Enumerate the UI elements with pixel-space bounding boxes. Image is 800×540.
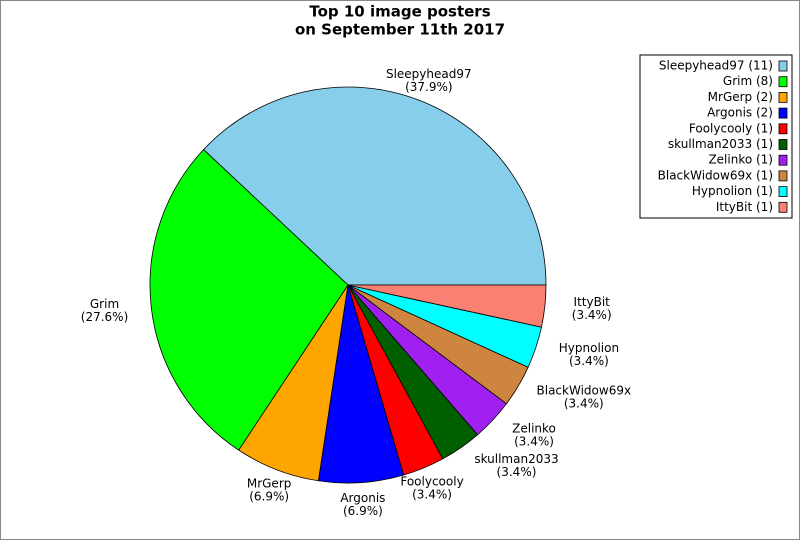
legend-label: IttyBit (1) (716, 200, 773, 214)
legend-label: Foolycooly (1) (689, 121, 773, 135)
slice-label: Zelinko (512, 421, 556, 435)
slice-label: MrGerp (247, 477, 292, 491)
slice-label: Argonis (340, 491, 385, 505)
legend-swatch (778, 201, 788, 213)
slice-label: IttyBit (574, 295, 611, 309)
slice-value-label: (3.4%) (564, 397, 604, 411)
slice-value-label: (6.9%) (249, 490, 289, 504)
legend-swatch (778, 60, 788, 72)
legend-swatch (778, 170, 788, 182)
legend-swatch (778, 107, 788, 119)
pie-slice (149, 149, 349, 451)
slice-label: Hypnolion (559, 341, 619, 355)
slice-label: Grim (90, 297, 119, 311)
legend-label: skullman2033 (1) (668, 137, 773, 151)
legend-label: Argonis (2) (707, 106, 773, 120)
legend-label: MrGerp (2) (708, 90, 773, 104)
slice-value-label: (3.4%) (497, 465, 537, 479)
legend-swatch (778, 76, 788, 88)
slice-value-label: (6.9%) (343, 504, 383, 518)
slice-label: Foolycooly (400, 475, 463, 489)
slice-value-label: (3.4%) (412, 488, 452, 502)
pie-slice (347, 284, 547, 328)
slice-label: Sleepyhead97 (386, 67, 472, 81)
legend-box (639, 54, 793, 219)
slice-value-label: (3.4%) (569, 354, 609, 368)
slice-value-label: (27.6%) (81, 310, 128, 324)
legend-swatch (778, 154, 788, 166)
slice-value-label: (3.4%) (572, 308, 612, 322)
pie-slice (202, 86, 547, 286)
slice-value-label: (3.4%) (514, 434, 554, 448)
legend-label: Sleepyhead97 (11) (659, 59, 773, 73)
slice-value-label: (37.9%) (405, 80, 452, 94)
legend-label: Grim (8) (723, 74, 773, 88)
slice-label: skullman2033 (474, 452, 558, 466)
chart-title: Top 10 image posters (309, 3, 490, 21)
legend-swatch (778, 186, 788, 198)
legend-label: Hypnolion (1) (692, 184, 773, 198)
legend-label: BlackWidow69x (1) (658, 168, 773, 182)
legend-swatch (778, 123, 788, 135)
legend-swatch (778, 92, 788, 103)
chart-subtitle: on September 11th 2017 (295, 21, 505, 39)
legend-swatch (778, 139, 788, 150)
slice-label: BlackWidow69x (537, 384, 632, 398)
legend-label: Zelinko (1) (708, 153, 773, 167)
